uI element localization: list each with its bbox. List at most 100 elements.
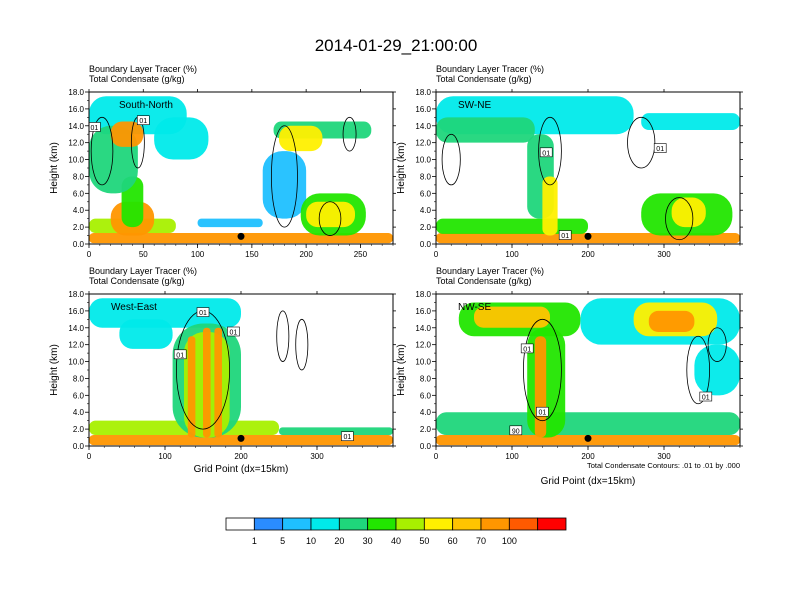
x-tick-label: 200 [581, 250, 595, 259]
condensate-contour [538, 116, 562, 186]
contour-label-text: 01 [344, 434, 352, 441]
contour-label-text: 01 [656, 146, 664, 153]
panel-title: NW-SE [458, 302, 491, 313]
y-tick-label: 6.0 [73, 391, 85, 400]
x-tick-label: 200 [234, 452, 248, 461]
tracer-feature [119, 319, 173, 349]
panel-label-line2: Total Condensate (g/kg) [89, 74, 185, 84]
contour-label-text: 01 [542, 150, 550, 157]
y-axis-label: Height (km) [396, 142, 407, 194]
y-tick-label: 12.0 [415, 139, 431, 148]
tracer-feature [262, 151, 307, 219]
tracer-feature [648, 310, 695, 332]
panel-we: Boundary Layer Tracer (%)Total Condensat… [49, 266, 396, 475]
y-tick-label: 6.0 [420, 391, 432, 400]
y-tick-label: 4.0 [73, 408, 85, 417]
contour-label-box [196, 307, 210, 317]
contour-label: 01 [227, 326, 240, 337]
contour-label-box [520, 343, 534, 354]
y-tick-label: 8.0 [420, 172, 432, 181]
colorbar-level-label: 20 [334, 536, 344, 546]
contour-label-box [539, 147, 553, 158]
y-tick-label: 8.0 [73, 374, 85, 383]
contour-label-box [536, 406, 549, 417]
location-marker [584, 434, 592, 442]
y-axis-label: Height (km) [49, 142, 60, 194]
panel-title: South-North [119, 100, 173, 111]
x-axis-label: Grid Point (dx=15km) [194, 464, 289, 475]
x-tick-label: 100 [191, 250, 205, 259]
condensate-contour [707, 327, 727, 362]
colorbar-level-label: 5 [280, 536, 285, 546]
y-tick-label: 10.0 [415, 358, 431, 367]
colorbar-swatch [423, 517, 454, 531]
colorbar-swatch [338, 517, 369, 531]
contour-label-box [227, 326, 240, 337]
condensate-contour [276, 310, 290, 362]
tracer-feature [474, 306, 550, 328]
y-tick-label: 18.0 [68, 290, 84, 299]
y-tick-label: 12.0 [68, 139, 84, 148]
panel-nwse: Boundary Layer Tracer (%)Total Condensat… [396, 266, 743, 487]
contour-label: 01 [653, 143, 667, 153]
y-tick-label: 18.0 [68, 88, 84, 97]
tracer-feature [534, 336, 547, 438]
colorbar-level-label: 10 [306, 536, 316, 546]
condensate-contour [441, 133, 461, 186]
y-tick-label: 4.0 [420, 408, 432, 417]
location-marker [584, 232, 592, 240]
x-tick-label: 200 [581, 452, 595, 461]
location-marker [237, 434, 245, 442]
contour-label-box [89, 122, 101, 132]
panel-sn: Boundary Layer Tracer (%)Total Condensat… [49, 64, 396, 259]
y-tick-label: 18.0 [415, 88, 431, 97]
contour-label: 01 [196, 307, 210, 317]
x-tick-label: 200 [299, 250, 313, 259]
colorbar-level-label: 1 [252, 536, 257, 546]
tracer-feature [671, 197, 706, 228]
y-tick-label: 0.0 [420, 442, 432, 451]
condensate-contour [686, 335, 710, 405]
contour-label-box [653, 143, 667, 153]
contour-label: 01 [536, 406, 549, 417]
condensate-contour [318, 201, 342, 236]
contour-label-text: 01 [561, 233, 569, 240]
x-tick-label: 100 [158, 452, 172, 461]
colorbar-swatch [225, 517, 255, 531]
colorbar-level-label: 50 [419, 536, 429, 546]
y-tick-label: 18.0 [415, 290, 431, 299]
x-tick-label: 150 [245, 250, 259, 259]
plot-area: 01 01 01 [436, 92, 740, 244]
contour-label-text: 01 [139, 118, 147, 125]
y-tick-label: 16.0 [415, 307, 431, 316]
y-tick-label: 0.0 [73, 240, 85, 249]
x-tick-label: 0 [87, 250, 92, 259]
y-tick-label: 14.0 [68, 324, 84, 333]
contour-label: 01 [558, 230, 572, 240]
tracer-feature [154, 117, 209, 160]
contour-label: 01 [136, 115, 150, 125]
colorbar: 1 5 10 20 30 40 50 60 70 100 [225, 517, 567, 546]
y-tick-label: 6.0 [73, 189, 85, 198]
panels: Boundary Layer Tracer (%)Total Condensat… [49, 64, 743, 487]
y-tick-label: 16.0 [68, 307, 84, 316]
condensate-contour [295, 318, 309, 371]
condensate-contour [342, 116, 357, 152]
x-tick-label: 300 [657, 452, 671, 461]
contour-label-text: 01 [539, 410, 547, 417]
contour-label-text: 01 [702, 395, 710, 402]
y-tick-label: 8.0 [73, 172, 85, 181]
x-axis-label: Grid Point (dx=15km) [541, 476, 636, 487]
y-axis-label: Height (km) [396, 344, 407, 396]
y-tick-label: 10.0 [415, 156, 431, 165]
tracer-feature [279, 125, 323, 152]
panel-label-line1: Boundary Layer Tracer (%) [89, 64, 197, 74]
condensate-contour [665, 197, 694, 241]
panel-label-line1: Boundary Layer Tracer (%) [436, 266, 544, 276]
colorbar-swatch [537, 517, 567, 531]
x-tick-label: 0 [434, 452, 439, 461]
tracer-feature [279, 427, 393, 436]
tracer-feature [197, 218, 263, 228]
y-tick-label: 12.0 [68, 341, 84, 350]
contour-label-text: 01 [176, 352, 184, 359]
